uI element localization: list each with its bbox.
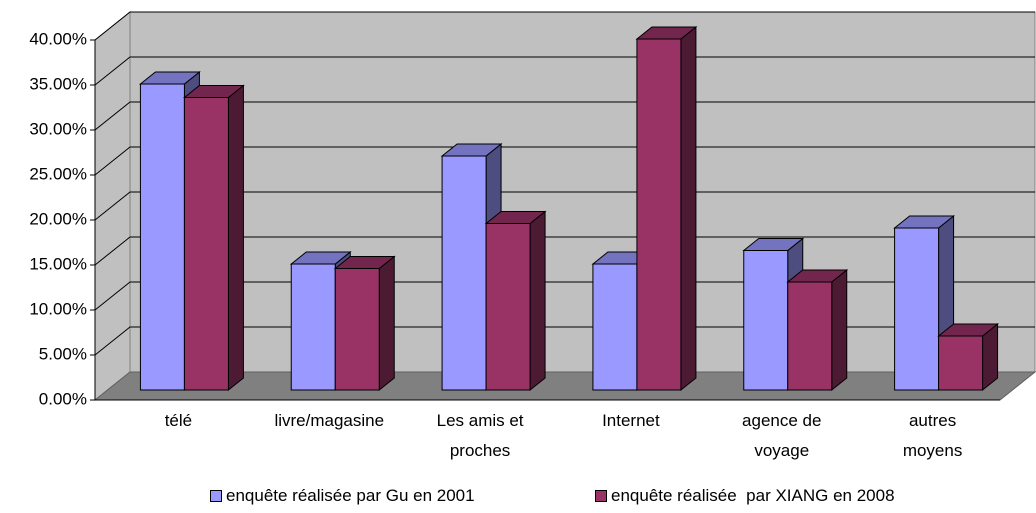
grid-line [94, 146, 1035, 176]
y-tick-label: 30.00% [29, 119, 87, 138]
legend-label: enquête réalisée par Gu en 2001 [226, 486, 475, 505]
y-tick-label: 0.00% [39, 389, 87, 408]
y-tick-label: 20.00% [29, 209, 87, 228]
grid-line [94, 101, 1035, 131]
legend-item: enquête réalisée par XIANG en 2008 [595, 486, 895, 506]
bar-front [938, 335, 984, 391]
bar-front [787, 281, 833, 391]
bar [786, 268, 849, 392]
bar-side [529, 210, 546, 392]
bar-side [831, 268, 848, 392]
grid-line [94, 56, 1035, 86]
bar-front [139, 83, 185, 391]
bar [484, 210, 547, 392]
bar [635, 25, 698, 392]
x-tick-text: autres moyens [902, 411, 963, 460]
bar [937, 322, 1000, 392]
bar-front [334, 268, 380, 391]
x-tick-text: livre/magasine [274, 411, 385, 430]
bar-side [227, 84, 244, 392]
x-tick-label: Internet [581, 406, 681, 436]
legend-item: enquête réalisée par Gu en 2001 [210, 486, 475, 506]
legend-label: enquête réalisée par XIANG en 2008 [611, 486, 895, 505]
bar-front [592, 263, 638, 391]
x-tick-label: autres moyens [883, 406, 983, 466]
y-tick-label: 5.00% [39, 344, 87, 363]
grid-line [94, 326, 1035, 356]
bar-front [636, 38, 682, 391]
x-tick-label: Les amis et proches [430, 406, 530, 466]
bar [333, 255, 396, 392]
bar-side [680, 25, 697, 392]
bar-front [894, 227, 940, 391]
x-tick-label: livre/magasine [274, 406, 384, 436]
bar-front [485, 223, 531, 391]
bar-front [441, 155, 487, 391]
grid-line [94, 236, 1035, 266]
x-tick-label: agence de voyage [732, 406, 832, 466]
x-tick-text: télé [164, 411, 193, 430]
x-tick-text: Internet [602, 411, 660, 430]
bar-front [183, 97, 229, 391]
bar-front [743, 250, 789, 391]
y-tick-label: 35.00% [29, 74, 87, 93]
y-tick-label: 40.00% [29, 29, 87, 48]
bar-front [290, 263, 336, 391]
y-tick-label: 15.00% [29, 254, 87, 273]
grid-line [94, 281, 1035, 311]
x-tick-label: télé [128, 406, 228, 436]
legend-swatch [595, 490, 607, 502]
y-tick-label: 10.00% [29, 299, 87, 318]
grid-line [94, 191, 1035, 221]
y-tick-label: 25.00% [29, 164, 87, 183]
x-tick-text: Les amis et proches [436, 411, 524, 460]
bar [182, 84, 245, 392]
grid-line [94, 11, 1035, 41]
legend-swatch [210, 490, 222, 502]
x-tick-text: agence de voyage [742, 411, 822, 460]
bar-side [378, 255, 395, 392]
